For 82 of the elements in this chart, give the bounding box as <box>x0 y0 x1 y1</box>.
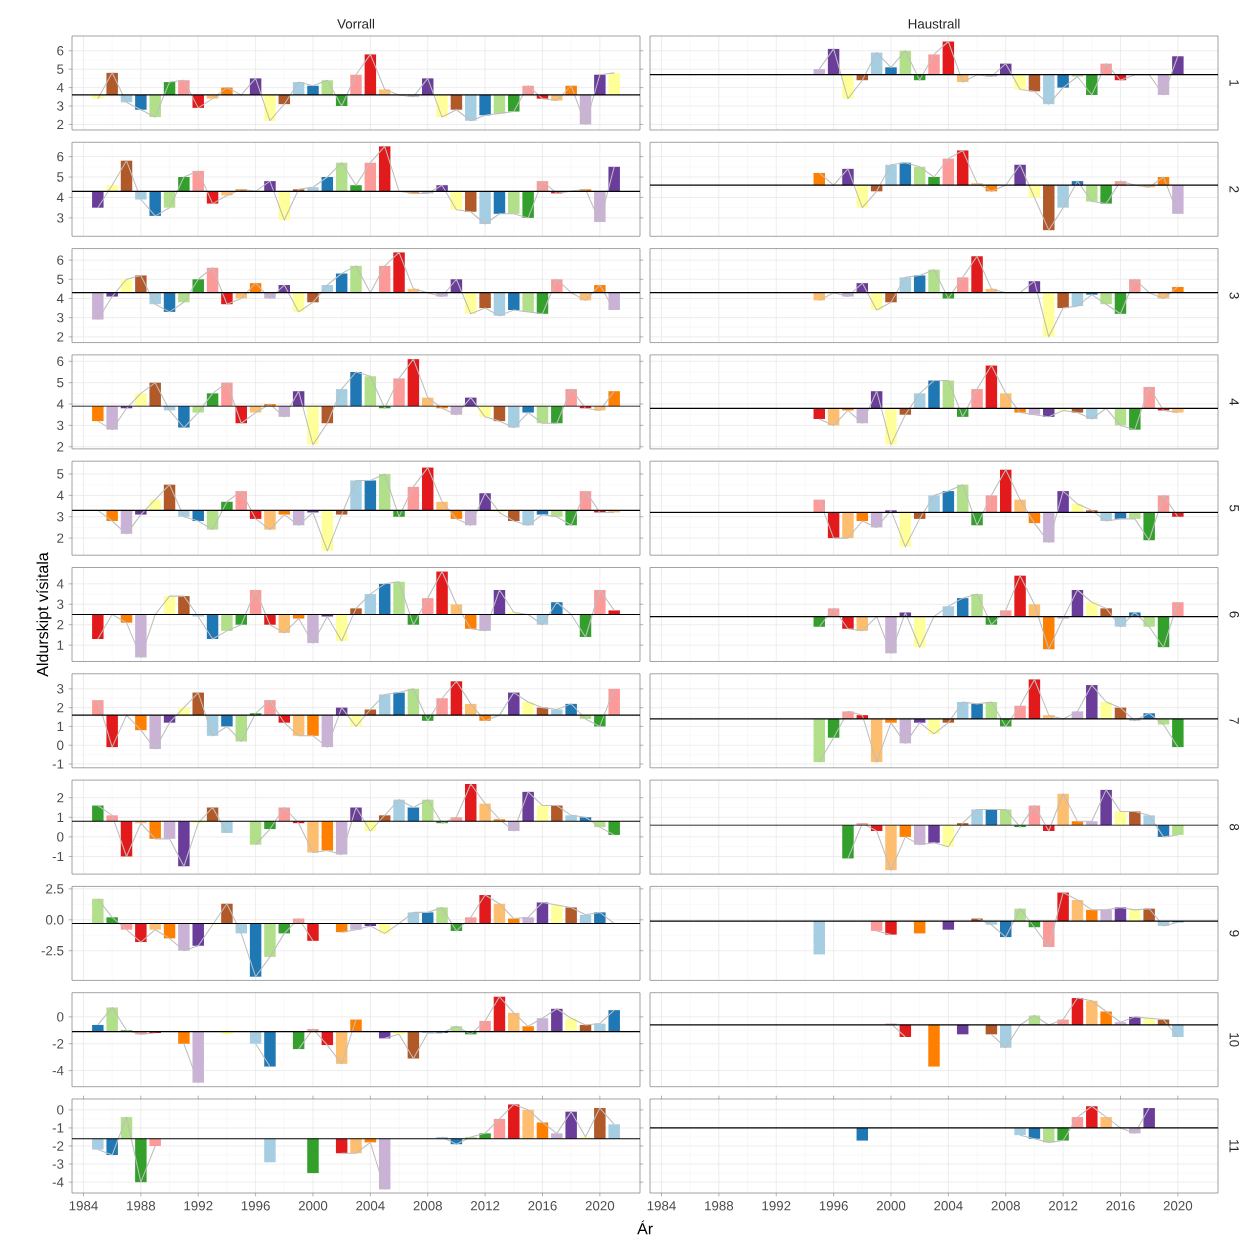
y-tick-label: 3 <box>57 101 64 111</box>
y2-axis-title: 9 <box>1229 930 1239 937</box>
y-tick-label: 2 <box>57 533 64 543</box>
y2-axis-title: 6 <box>1229 611 1239 618</box>
x-tick-label: 1992 <box>762 1201 791 1211</box>
x-tick-label: 2008 <box>413 1201 442 1211</box>
y-tick-label: 3 <box>57 512 64 522</box>
y-tick-label: 0.0 <box>45 915 64 925</box>
y-tick-label: 4 <box>56 399 64 409</box>
x-tick-label: 2000 <box>298 1201 328 1211</box>
y-tick-label: 4 <box>56 192 64 203</box>
y2-axis-title: 10 <box>1229 1033 1239 1047</box>
y2-axis-title: 7 <box>1229 717 1239 724</box>
y2-axis-title: 3 <box>1229 292 1239 299</box>
x-tick-label: 2016 <box>528 1201 557 1211</box>
x-tick-label: 2000 <box>876 1201 906 1211</box>
y-tick-label: 4 <box>56 490 64 500</box>
y2-axis-title: 1 <box>1229 80 1239 87</box>
y-tick-label: 6 <box>57 356 64 367</box>
y-tick-label: 2 <box>57 119 64 130</box>
x-tick-label: 1992 <box>184 1201 213 1211</box>
x-tick-label: 2004 <box>934 1201 963 1211</box>
y-tick-label: 3 <box>57 599 64 609</box>
y-tick-label: 1 <box>57 640 64 650</box>
y-tick-label: 6 <box>57 151 64 162</box>
x-tick-label: 2020 <box>1163 1201 1193 1211</box>
y-tick-label: 3 <box>57 684 64 694</box>
x-tick-label: 2012 <box>470 1201 500 1211</box>
y-tick-label: 2 <box>57 620 64 630</box>
chart-title: Vorrall <box>337 18 375 29</box>
x-tick-label: 2012 <box>1048 1201 1078 1211</box>
chart-title: Haustrall <box>908 18 960 29</box>
y-tick-label: 0 <box>57 1105 64 1115</box>
y2-axis-title: 8 <box>1229 823 1239 831</box>
y-tick-label: 5 <box>57 378 64 388</box>
y-tick-label: 5 <box>57 172 64 182</box>
y-tick-label: 0 <box>57 1012 64 1022</box>
y-tick-label: 2 <box>57 332 64 342</box>
y-tick-label: 6 <box>57 255 64 265</box>
y-tick-label: 6 <box>57 46 64 56</box>
y-tick-label: 4 <box>56 293 64 304</box>
y-tick-label: 3 <box>57 312 64 323</box>
y-tick-label: 3 <box>57 213 64 223</box>
y-tick-label: 3 <box>57 420 64 431</box>
y-tick-label: 2 <box>57 702 64 713</box>
y-tick-label: 5 <box>57 469 64 479</box>
x-tick-label: 2008 <box>991 1201 1020 1211</box>
y-tick-label: 2 <box>57 793 64 803</box>
y2-axis-title: 4 <box>1229 398 1239 406</box>
y-tick-label: 2.5 <box>46 884 64 894</box>
y-tick-label: 1 <box>57 812 64 822</box>
y-tick-label: -2.5 <box>41 946 64 956</box>
y-tick-label: -3 <box>52 1159 64 1169</box>
y-tick-label: -1 <box>52 759 64 769</box>
y2-axis-title: 2 <box>1229 186 1239 193</box>
x-tick-label: 1996 <box>819 1201 848 1211</box>
x-axis-title: Ár <box>637 1220 653 1235</box>
y-tick-label: 4 <box>56 579 64 589</box>
x-tick-label: 1988 <box>127 1201 156 1211</box>
y-tick-label: 5 <box>57 64 64 74</box>
y-tick-label: 5 <box>57 274 64 284</box>
x-tick-label: 1996 <box>241 1201 270 1211</box>
y2-axis-title: 11 <box>1229 1140 1239 1153</box>
y-tick-label: -2 <box>52 1141 64 1151</box>
y-tick-label: 0 <box>57 740 64 750</box>
x-tick-label: 1984 <box>647 1201 676 1211</box>
y2-axis-title: 5 <box>1229 505 1239 512</box>
y-tick-label: 2 <box>57 442 64 452</box>
y-tick-label: 1 <box>57 721 64 732</box>
y-tick-label: -2 <box>52 1039 64 1049</box>
x-tick-label: 1984 <box>69 1201 98 1211</box>
y-tick-label: 4 <box>56 83 64 93</box>
y-tick-label: -1 <box>52 851 64 862</box>
y-tick-label: -4 <box>52 1177 64 1187</box>
x-tick-label: 2020 <box>585 1201 615 1211</box>
x-tick-label: 1988 <box>705 1201 734 1211</box>
x-tick-label: 2016 <box>1106 1201 1135 1211</box>
y-tick-label: 0 <box>57 832 64 842</box>
y-tick-label: -1 <box>52 1123 64 1133</box>
x-tick-label: 2004 <box>356 1201 385 1211</box>
y-axis-title: Aldurskipt vísitala <box>36 552 52 677</box>
y-tick-label: -4 <box>52 1065 64 1076</box>
